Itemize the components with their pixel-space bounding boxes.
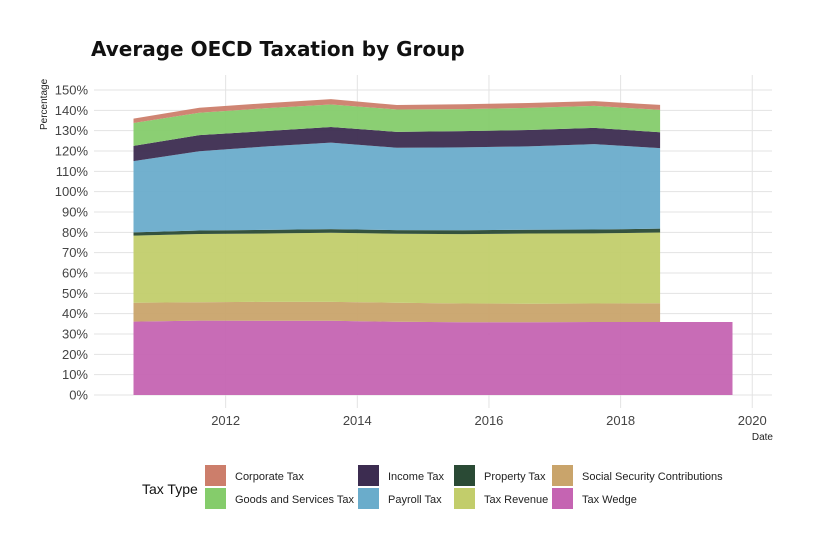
area-payroll-tax xyxy=(133,142,661,233)
legend-swatch-tax-revenue xyxy=(454,488,475,509)
area-tax-revenue xyxy=(133,232,661,304)
y-tick-label: 100% xyxy=(55,184,89,199)
legend-label-tax-wedge: Tax Wedge xyxy=(582,494,637,506)
legend-swatch-social-security-contributions xyxy=(552,465,573,486)
area-goods-and-services-tax xyxy=(133,104,661,146)
y-axis-label: Percentage xyxy=(39,78,50,130)
chart-title: Average OECD Taxation by Group xyxy=(91,37,465,61)
area-layer xyxy=(133,99,733,395)
y-tick-label: 70% xyxy=(62,245,88,260)
y-tick-label: 30% xyxy=(62,327,88,342)
x-axis: 2012 2014 2016 2018 2020 xyxy=(211,413,767,428)
x-axis-label: Date xyxy=(752,432,774,443)
y-tick-label: 60% xyxy=(62,266,88,281)
area-social-security-contributions xyxy=(133,301,661,323)
area-tax-wedge xyxy=(133,320,733,395)
legend-label-income-tax: Income Tax xyxy=(388,471,445,483)
y-tick-label: 120% xyxy=(55,144,89,159)
y-tick-label: 50% xyxy=(62,286,88,301)
y-tick-label: 0% xyxy=(69,388,88,403)
legend: Corporate Tax Goods and Services Tax Incom… xyxy=(205,465,723,509)
y-tick-label: 90% xyxy=(62,205,88,220)
y-tick-label: 110% xyxy=(56,164,89,179)
legend-label-goods-and-services-tax: Goods and Services Tax xyxy=(235,494,355,506)
legend-swatch-payroll-tax xyxy=(358,488,379,509)
legend-label-social-security-contributions: Social Security Contributions xyxy=(582,471,723,483)
legend-label-payroll-tax: Payroll Tax xyxy=(388,494,442,506)
x-tick-label: 2018 xyxy=(606,413,635,428)
y-tick-label: 10% xyxy=(62,367,88,382)
legend-swatch-tax-wedge xyxy=(552,488,573,509)
legend-swatch-goods-and-services-tax xyxy=(205,488,226,509)
area-property-tax xyxy=(133,228,661,236)
legend-label-corporate-tax: Corporate Tax xyxy=(235,471,304,483)
legend-swatch-corporate-tax xyxy=(205,465,226,486)
legend-title: Tax Type xyxy=(142,481,198,497)
y-tick-label: 80% xyxy=(62,225,88,240)
area-income-tax xyxy=(133,127,661,162)
legend-label-property-tax: Property Tax xyxy=(484,471,546,483)
x-tick-label: 2014 xyxy=(343,413,372,428)
y-tick-label: 130% xyxy=(55,123,89,138)
y-tick-label: 20% xyxy=(62,347,88,362)
x-tick-label: 2016 xyxy=(474,413,503,428)
y-tick-label: 150% xyxy=(55,83,89,98)
x-tick-label: 2012 xyxy=(211,413,240,428)
y-tick-label: 40% xyxy=(62,306,88,321)
y-tick-label: 140% xyxy=(55,103,89,118)
legend-label-tax-revenue: Tax Revenue xyxy=(484,494,548,506)
legend-swatch-income-tax xyxy=(358,465,379,486)
x-tick-label: 2020 xyxy=(738,413,767,428)
legend-swatch-property-tax xyxy=(454,465,475,486)
area-corporate-tax xyxy=(133,99,661,123)
y-axis: 0% 10% 20% 30% 40% 50% 60% 70% 80% 90% 100% 110% 120… xyxy=(55,83,89,403)
